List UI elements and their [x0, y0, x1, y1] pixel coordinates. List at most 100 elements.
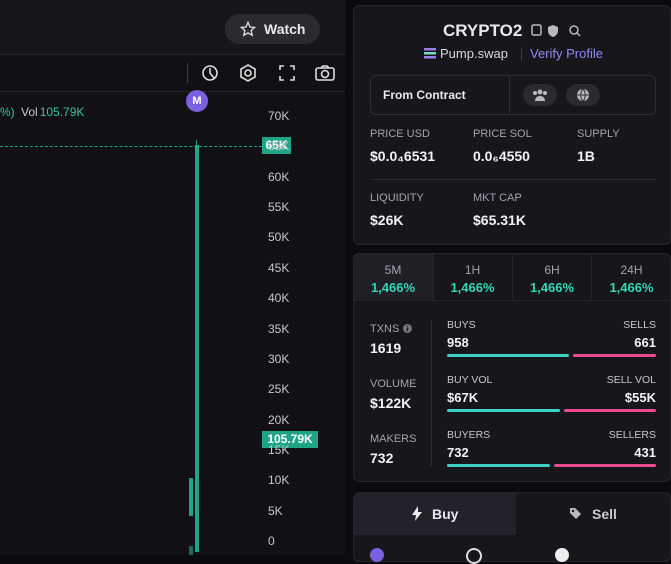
source-label: From Contract [383, 88, 466, 102]
left-label: BUYS [447, 319, 476, 331]
right-value: 661 [634, 335, 656, 350]
indicator-icon[interactable] [200, 63, 220, 83]
activity-value: 1619 [370, 340, 401, 356]
radio[interactable] [466, 548, 482, 564]
verify-link[interactable]: Verify Profile [530, 46, 603, 61]
legend-prefix: %) [0, 105, 15, 119]
activity-label: TXNS [370, 323, 399, 335]
volume-bar [189, 546, 193, 555]
right-label: SELL VOL [607, 374, 656, 386]
timeframe-change: 1,466% [354, 280, 432, 295]
divider [370, 179, 656, 180]
buy-bar [447, 464, 550, 467]
right-label: SELLS [623, 319, 656, 331]
stat-label: LIQUIDITY [370, 192, 424, 204]
left-label: BUYERS [447, 429, 490, 441]
candle [195, 145, 199, 552]
y-tick-label: 25K [268, 382, 289, 396]
left-value: 732 [447, 445, 469, 460]
left-value: 958 [447, 335, 469, 350]
info-icon[interactable] [403, 324, 412, 333]
buy-bar [447, 354, 569, 357]
star-icon [240, 21, 256, 37]
y-tick-label: 0 [268, 534, 275, 548]
timeframe-change: 1,466% [434, 280, 512, 295]
y-tick-label: 20K [268, 413, 289, 427]
marker[interactable]: M [186, 90, 208, 112]
sell-bar [554, 464, 656, 467]
watch-button[interactable]: Watch [225, 14, 320, 44]
right-label: SELLERS [609, 429, 656, 441]
stat-label: PRICE SOL [473, 128, 532, 140]
y-tick-label: 55K [268, 200, 289, 214]
community-icon [532, 88, 548, 102]
tag-icon [569, 507, 582, 520]
timeframe-tab[interactable]: 1H 1,466% [434, 254, 513, 300]
trade-card [353, 492, 671, 562]
stat-label: MKT CAP [473, 192, 522, 204]
stat-value: $65.31K [473, 212, 526, 228]
activity-value: $122K [370, 395, 411, 411]
separator [187, 63, 188, 83]
volume-label: Vol [21, 105, 38, 119]
globe-icon [576, 88, 590, 102]
watch-label: Watch [264, 21, 305, 37]
timeframe-label: 6H [513, 263, 591, 277]
token-name: CRYPTO2 [443, 21, 522, 41]
stat-label: PRICE USD [370, 128, 430, 140]
y-tick-label: 30K [268, 352, 289, 366]
right-value: 431 [634, 445, 656, 460]
community-button[interactable] [523, 84, 557, 106]
buy-label[interactable]: Buy [432, 506, 458, 522]
candle [189, 478, 193, 516]
y-tick-label: 10K [268, 473, 289, 487]
fullscreen-icon[interactable] [277, 63, 297, 83]
y-tick-label: 65K [268, 139, 289, 153]
timeframe-tab[interactable]: 24H 1,466% [593, 254, 671, 300]
timeframe-label: 24H [593, 263, 671, 277]
volume-value: 105.79K [40, 105, 85, 119]
y-tick-label: 35K [268, 322, 289, 336]
y-tick-label: 60K [268, 170, 289, 184]
left-value: $67K [447, 390, 478, 405]
stat-value: $26K [370, 212, 403, 228]
timeframe-tab[interactable]: 6H 1,466% [513, 254, 592, 300]
activity-label: MAKERS [370, 433, 416, 445]
radio[interactable] [555, 548, 569, 562]
separator [521, 47, 522, 61]
timeframe-change: 1,466% [593, 280, 671, 295]
bolt-icon [411, 506, 423, 521]
timeframe-tab[interactable]: 5M 1,466% [354, 254, 433, 300]
buy-bar [447, 409, 560, 412]
token-icons[interactable] [531, 24, 583, 38]
sell-label[interactable]: Sell [592, 506, 617, 522]
stat-value: $0.0₄6531 [370, 148, 435, 164]
timeframe-label: 5M [354, 263, 432, 277]
price-line [0, 146, 262, 147]
y-tick-label: 5K [268, 504, 283, 518]
y-tick-label: 40K [268, 291, 289, 305]
y-tick-label: 45K [268, 261, 289, 275]
toolbar [0, 55, 345, 92]
dex-icon [424, 48, 436, 59]
dex-name: Pump.swap [440, 46, 508, 61]
divider [431, 320, 432, 466]
timeframe-label: 1H [434, 263, 512, 277]
website-button[interactable] [566, 84, 600, 106]
stat-value: 0.0₆4550 [473, 148, 530, 164]
activity-value: 732 [370, 450, 393, 466]
camera-icon[interactable] [314, 63, 336, 83]
settings-icon[interactable] [238, 63, 258, 83]
y-tick-label: 50K [268, 230, 289, 244]
stat-label: SUPPLY [577, 128, 620, 140]
y-tick-label: 70K [268, 109, 289, 123]
timeframe-change: 1,466% [513, 280, 591, 295]
sell-bar [573, 354, 656, 357]
radio[interactable] [370, 548, 384, 562]
left-label: BUY VOL [447, 374, 492, 386]
y-tick-label: 15K [268, 443, 289, 457]
contract-box: From Contract [370, 75, 656, 115]
